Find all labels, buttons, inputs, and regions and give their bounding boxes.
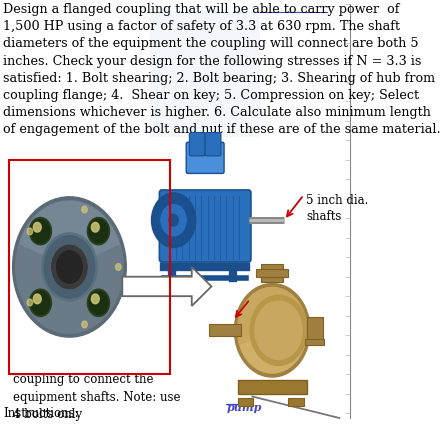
Bar [237,380,307,394]
Circle shape [155,197,193,244]
Circle shape [91,223,99,233]
Circle shape [88,218,110,245]
Circle shape [31,220,50,243]
Circle shape [152,194,196,248]
Circle shape [16,201,123,333]
Text: 5 inch dia.
shafts: 5 inch dia. shafts [306,194,368,223]
Circle shape [255,301,302,359]
Circle shape [82,321,87,328]
FancyBboxPatch shape [190,133,205,157]
Circle shape [52,246,87,289]
Wedge shape [240,331,305,373]
Wedge shape [19,201,120,267]
Text: pump: pump [227,402,262,412]
Circle shape [234,284,310,377]
Bar [257,269,288,277]
FancyBboxPatch shape [186,143,224,174]
Circle shape [89,220,108,243]
Circle shape [34,294,41,304]
FancyBboxPatch shape [150,12,261,138]
Circle shape [82,206,87,213]
Circle shape [237,288,307,373]
Circle shape [31,292,50,315]
Circle shape [116,264,121,271]
Text: Instructions:: Instructions: [3,406,79,419]
Circle shape [44,236,95,298]
Circle shape [169,215,178,227]
Bar [9,160,170,374]
Circle shape [88,289,110,316]
Bar [261,264,283,282]
Text: coupling to connect the
equipment shafts. Note: use
4 bolts only: coupling to connect the equipment shafts… [13,372,180,420]
Bar [307,317,323,344]
Bar [288,399,304,406]
Bar [237,399,253,406]
Circle shape [30,218,51,245]
Bar [305,339,324,345]
Text: Design a flanged coupling that will be able to carry power  of
1,500 HP using a : Design a flanged coupling that will be a… [3,3,441,136]
Circle shape [91,294,99,304]
Circle shape [27,228,33,235]
Circle shape [161,205,186,236]
FancyBboxPatch shape [205,133,221,157]
Circle shape [30,289,51,316]
Circle shape [89,292,108,315]
Bar [209,325,240,336]
FancyBboxPatch shape [160,190,251,262]
Circle shape [42,233,97,301]
Circle shape [27,299,33,306]
Circle shape [13,197,126,337]
Circle shape [34,223,41,233]
Circle shape [250,295,307,366]
Polygon shape [122,267,211,306]
